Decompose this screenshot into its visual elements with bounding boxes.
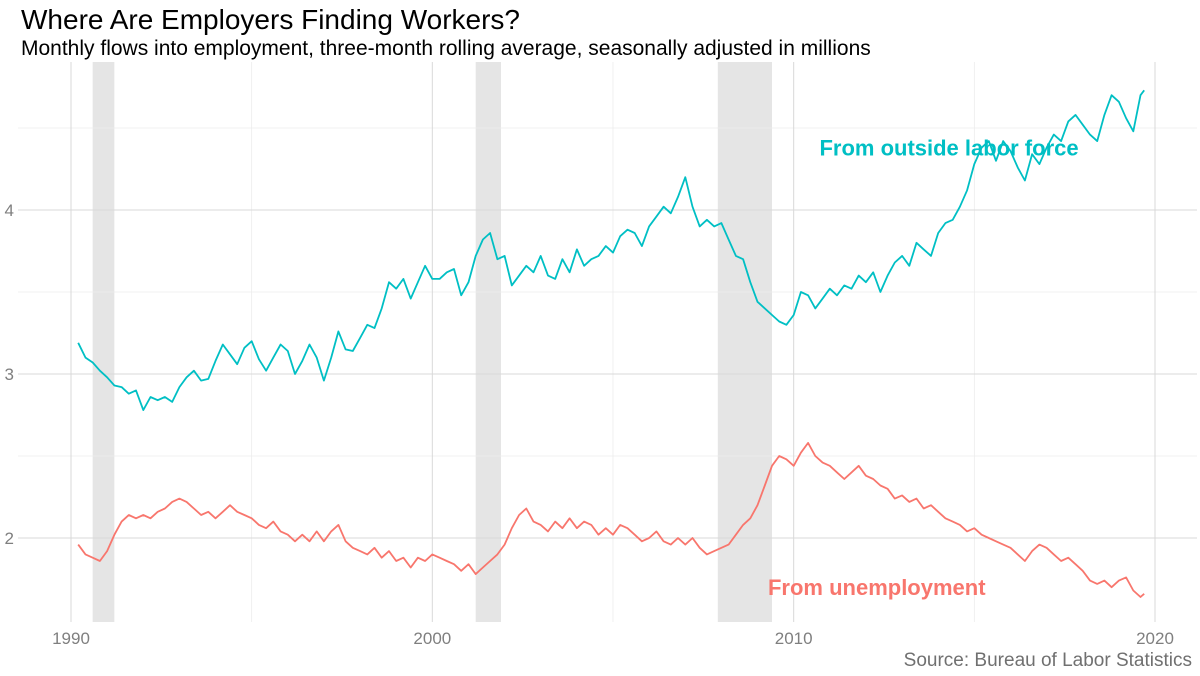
recession-band-3 <box>717 62 772 622</box>
recession-bands <box>92 62 772 622</box>
x-tick-label-2020: 2020 <box>1136 629 1174 648</box>
chart-title: Where Are Employers Finding Workers? <box>21 4 520 35</box>
y-tick-label-2: 2 <box>5 529 14 548</box>
y-tick-label-4: 4 <box>5 201 14 220</box>
tick-labels: 1990 2000 2010 2020 2 3 4 <box>5 201 1174 648</box>
y-tick-label-3: 3 <box>5 365 14 384</box>
x-tick-label-2010: 2010 <box>775 629 813 648</box>
series-line-outside-labor-force <box>77 89 1145 411</box>
series-label-unemployment: From unemployment <box>768 575 986 600</box>
x-tick-label-2000: 2000 <box>413 629 451 648</box>
recession-band-2 <box>475 62 501 622</box>
source-caption: Source: Bureau of Labor Statistics <box>903 650 1192 671</box>
x-tick-label-1990: 1990 <box>52 629 90 648</box>
series-annotations: From outside labor force From unemploymen… <box>768 136 1079 601</box>
gridlines <box>18 62 1197 622</box>
chart-subtitle: Monthly flows into employment, three-mon… <box>21 37 871 60</box>
series-line-unemployment <box>77 442 1145 598</box>
series-label-outside-labor-force: From outside labor force <box>819 136 1078 161</box>
recession-band-1 <box>92 62 115 622</box>
series-lines <box>77 89 1145 598</box>
